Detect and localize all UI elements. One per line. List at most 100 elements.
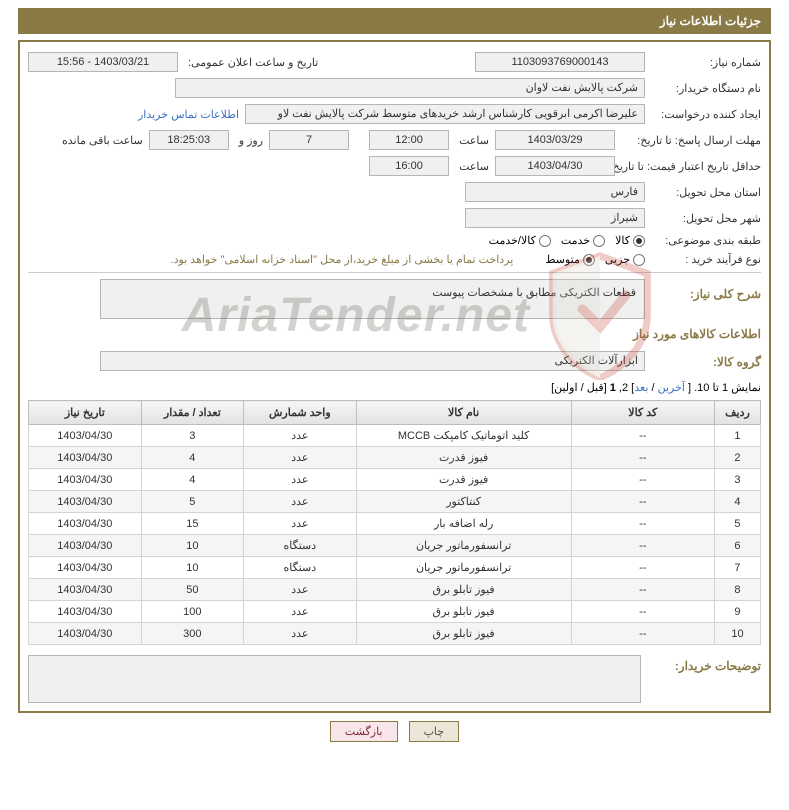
- pagination-next-link[interactable]: بعد: [634, 382, 648, 394]
- table-row: 10--فیوز تابلو برقعدد3001403/04/30: [29, 623, 761, 645]
- table-cell: --: [571, 557, 714, 579]
- radio-icon[interactable]: [583, 254, 595, 266]
- table-row: 2--فیوز قدرتعدد41403/04/30: [29, 447, 761, 469]
- validity-time-field: 16:00: [369, 156, 449, 176]
- table-row: 7--ترانسفورماتور جریاندستگاه101403/04/30: [29, 557, 761, 579]
- subject-radio-option[interactable]: کالا/خدمت: [489, 234, 551, 247]
- purchase-radio-group: جزیی متوسط: [545, 253, 645, 266]
- label-hour-1: ساعت: [455, 134, 489, 147]
- table-cell: 3: [714, 469, 760, 491]
- label-buyer-org: نام دستگاه خریدار:: [651, 82, 761, 95]
- city-field: شیراز: [465, 208, 645, 228]
- subject-radio-option[interactable]: خدمت: [561, 234, 605, 247]
- table-cell: عدد: [244, 579, 357, 601]
- pagination-last-link[interactable]: آخرین: [658, 382, 685, 394]
- table-cell: ترانسفورماتور جریان: [356, 557, 571, 579]
- pagination-mid: ] 2,: [616, 382, 634, 394]
- table-cell: 50: [141, 579, 243, 601]
- table-cell: فیوز تابلو برق: [356, 601, 571, 623]
- table-cell: کنتاکتور: [356, 491, 571, 513]
- table-cell: 1403/04/30: [29, 579, 142, 601]
- table-row: 4--کنتاکتورعدد51403/04/30: [29, 491, 761, 513]
- main-frame: AriaTender.net شماره نیاز: 1103093769000…: [18, 40, 771, 713]
- table-cell: 7: [714, 557, 760, 579]
- reply-time-field: 12:00: [369, 130, 449, 150]
- table-cell: عدد: [244, 601, 357, 623]
- pagination-prefix: نمایش 1 تا 10. [: [685, 382, 761, 394]
- table-cell: 8: [714, 579, 760, 601]
- buyer-org-field: شرکت پالایش نفت لاوان: [175, 78, 645, 98]
- table-cell: 1403/04/30: [29, 447, 142, 469]
- label-remaining: ساعت باقی مانده: [58, 134, 143, 147]
- table-cell: دستگاه: [244, 535, 357, 557]
- table-cell: فیوز قدرت: [356, 447, 571, 469]
- table-header-cell: کد کالا: [571, 401, 714, 425]
- page-title-bar: جزئیات اطلاعات نیاز: [18, 8, 771, 34]
- table-cell: عدد: [244, 469, 357, 491]
- radio-icon[interactable]: [633, 254, 645, 266]
- radio-icon[interactable]: [539, 235, 551, 247]
- table-cell: فیوز تابلو برق: [356, 623, 571, 645]
- label-goods-group: گروه کالا:: [651, 355, 761, 369]
- table-row: 3--فیوز قدرتعدد41403/04/30: [29, 469, 761, 491]
- back-button[interactable]: بازگشت: [330, 721, 398, 742]
- table-row: 6--ترانسفورماتور جریاندستگاه101403/04/30: [29, 535, 761, 557]
- table-cell: 5: [141, 491, 243, 513]
- goods-table: ردیفکد کالانام کالاواحد شمارشتعداد / مقد…: [28, 400, 761, 645]
- pagination-suffix: [قبل / اولین]: [551, 382, 610, 394]
- table-cell: 1403/04/30: [29, 535, 142, 557]
- subject-radio-option[interactable]: کالا: [615, 234, 645, 247]
- table-cell: 2: [714, 447, 760, 469]
- table-cell: 15: [141, 513, 243, 535]
- table-cell: 1403/04/30: [29, 469, 142, 491]
- payment-note: پرداخت تمام یا بخشی از مبلغ خرید،از محل …: [171, 253, 514, 266]
- table-cell: عدد: [244, 513, 357, 535]
- radio-label: خدمت: [561, 234, 590, 247]
- buyer-contact-link[interactable]: اطلاعات تماس خریدار: [138, 108, 239, 121]
- table-cell: 10: [141, 535, 243, 557]
- goods-info-header: اطلاعات کالاهای مورد نیاز: [28, 327, 761, 341]
- radio-label: جزیی: [605, 253, 630, 266]
- table-cell: رله اضافه بار: [356, 513, 571, 535]
- label-requester: ایجاد کننده درخواست:: [651, 108, 761, 121]
- label-announce-datetime: تاریخ و ساعت اعلان عمومی:: [184, 56, 318, 69]
- print-button[interactable]: چاپ: [409, 721, 460, 742]
- table-cell: 9: [714, 601, 760, 623]
- goods-group-field: ابزارآلات الکتریکی: [100, 351, 645, 371]
- table-cell: --: [571, 425, 714, 447]
- table-cell: کلید اتوماتیک کامپکت MCCB: [356, 425, 571, 447]
- table-cell: 1403/04/30: [29, 491, 142, 513]
- table-header-cell: نام کالا: [356, 401, 571, 425]
- table-cell: 1403/04/30: [29, 623, 142, 645]
- table-cell: فیوز تابلو برق: [356, 579, 571, 601]
- province-field: فارس: [465, 182, 645, 202]
- table-cell: ترانسفورماتور جریان: [356, 535, 571, 557]
- validity-date-field: 1403/04/30: [495, 156, 615, 176]
- table-cell: --: [571, 601, 714, 623]
- purchase-radio-option[interactable]: جزیی: [605, 253, 645, 266]
- table-cell: 1403/04/30: [29, 601, 142, 623]
- purchase-radio-option[interactable]: متوسط: [545, 253, 595, 266]
- radio-label: کالا: [615, 234, 630, 247]
- table-cell: 10: [141, 557, 243, 579]
- radio-icon[interactable]: [633, 235, 645, 247]
- table-cell: 100: [141, 601, 243, 623]
- buyer-notes-box: [28, 655, 641, 703]
- label-buyer-notes: توضیحات خریدار:: [651, 655, 761, 673]
- requester-field: علیرضا اکرمی ابرقویی کارشناس ارشد خریدها…: [245, 104, 645, 124]
- table-cell: 1403/04/30: [29, 557, 142, 579]
- table-header-cell: تعداد / مقدار: [141, 401, 243, 425]
- table-cell: --: [571, 469, 714, 491]
- table-cell: 3: [141, 425, 243, 447]
- time-left-field: 18:25:03: [149, 130, 229, 150]
- table-cell: 1403/04/30: [29, 513, 142, 535]
- label-province: استان محل تحویل:: [651, 186, 761, 199]
- table-header-cell: تاریخ نیاز: [29, 401, 142, 425]
- label-reply-deadline: مهلت ارسال پاسخ: تا تاریخ:: [621, 134, 761, 147]
- table-cell: --: [571, 579, 714, 601]
- announce-datetime-field: 1403/03/21 - 15:56: [28, 52, 178, 72]
- radio-icon[interactable]: [593, 235, 605, 247]
- table-row: 5--رله اضافه بارعدد151403/04/30: [29, 513, 761, 535]
- subject-radio-group: کالا خدمت کالا/خدمت: [489, 234, 645, 247]
- table-cell: 4: [141, 469, 243, 491]
